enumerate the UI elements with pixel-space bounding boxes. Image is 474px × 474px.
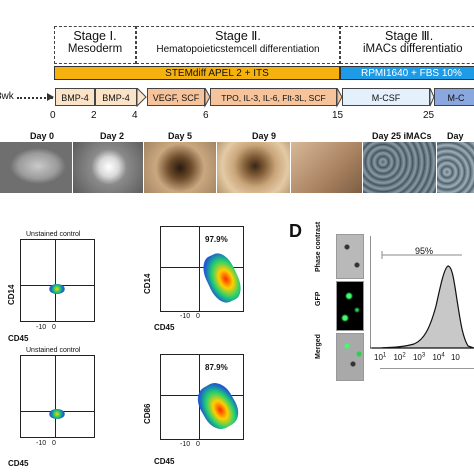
cytokine-label: M-C <box>447 93 465 103</box>
micro-merged <box>336 333 364 381</box>
plot3-quadrant-v <box>55 356 56 437</box>
tick-4: 4 <box>132 110 138 121</box>
media-bar-apel: STEMdiff APEL 2 + ITS <box>54 66 340 80</box>
cytokine-label: BMP-4 <box>102 93 130 103</box>
cytokine-label: VEGF, SCF <box>152 93 200 103</box>
micrograph-day0 <box>0 142 72 193</box>
hist-axis-ticks: 101 102 103 104 10 <box>374 352 474 362</box>
plot1-ylabel: CD14 <box>7 284 16 305</box>
cytokine-arrowheads <box>136 88 435 108</box>
day-label-2: Day 2 <box>100 131 125 141</box>
plot4-xlabel: CD45 <box>154 457 175 466</box>
plot2-xlabel: CD45 <box>154 323 175 332</box>
plot2-ylabel: CD14 <box>143 273 152 294</box>
day-label-5: Day 5 <box>168 131 193 141</box>
plot1-tick-zero: 0 <box>52 324 56 331</box>
plot3-cluster <box>49 409 65 419</box>
plot1-tick-neg: -10 <box>36 324 47 331</box>
micrograph-day25 <box>363 142 436 193</box>
day-label-25: Day 25 iMACs <box>372 131 432 141</box>
plot4-tick-zero: 0 <box>196 441 200 448</box>
stage-1-box: Stage Ⅰ. Mesoderm <box>54 26 136 64</box>
gfp-histogram <box>370 236 474 349</box>
micro-label-gfp: GFP <box>315 291 322 306</box>
plot3-title: Unstained control <box>26 347 81 354</box>
plot2-cluster <box>197 249 247 307</box>
plot2-percent: 97.9% <box>205 235 228 244</box>
micrograph-day5 <box>144 142 216 193</box>
media-label-rpmi: RPMI1640 + FBS 10% <box>361 68 462 79</box>
cytokine-label: TPO, IL-3, IL-6, Flt-3L, SCF <box>221 93 326 103</box>
stage-1-subtitle: Mesoderm <box>67 43 123 55</box>
stage-3-title: Stage Ⅲ. <box>385 29 434 43</box>
stage-2-title: Stage Ⅱ. <box>215 29 261 43</box>
hist-tick-3: 103 <box>412 352 426 362</box>
plot2-quadrant-v <box>199 227 200 311</box>
plot4-ylabel: CD86 <box>143 403 152 424</box>
dotted-lead-line <box>17 97 53 99</box>
start-label: 3wk <box>0 91 14 102</box>
tick-2: 2 <box>91 110 97 121</box>
micrograph-day15 <box>291 142 362 193</box>
hist-tick-5: 10 <box>450 352 460 362</box>
cytokine-label: BMP-4 <box>61 93 89 103</box>
cytokine-vegf-scf: VEGF, SCF <box>147 88 205 106</box>
plot1-cluster <box>49 284 65 294</box>
flow-plot-3 <box>20 355 95 438</box>
plot3-tick-neg: -10 <box>36 440 47 447</box>
media-bar-rpmi: RPMI1640 + FBS 10% <box>340 66 474 80</box>
media-label-apel: STEMdiff APEL 2 + ITS <box>165 68 269 79</box>
timeline-arrow-heads <box>47 93 54 101</box>
plot3-xlabel: CD45 <box>8 459 29 468</box>
plot2-quadrant-h <box>161 267 243 268</box>
panel-d-letter: D <box>289 221 302 241</box>
tick-15: 15 <box>332 110 344 121</box>
plot3-tick-zero: 0 <box>52 440 56 447</box>
plot1-title: Unstained control <box>26 231 81 238</box>
plot4-tick-neg: -10 <box>180 441 191 448</box>
day-label-0: Day 0 <box>30 131 55 141</box>
micro-gfp <box>336 281 364 331</box>
plot4-percent: 87.9% <box>205 363 228 372</box>
cytokine-bmp4-a: BMP-4 <box>55 88 95 106</box>
micrograph-day2 <box>73 142 143 193</box>
micrograph-day9 <box>217 142 290 193</box>
plot1-xlabel: CD45 <box>8 334 29 343</box>
plot2-tick-neg: -10 <box>180 313 191 320</box>
cytokine-bmp4-b: BMP-4 <box>95 88 137 106</box>
micro-phase-contrast <box>336 234 364 279</box>
hist-percent: 95% <box>415 246 434 256</box>
tick-0: 0 <box>50 110 56 121</box>
plot2-tick-zero: 0 <box>196 313 200 320</box>
hist-tick-4: 104 <box>432 352 445 362</box>
cytokine-label: M-CSF <box>371 93 401 103</box>
micro-label-merged: Merged <box>315 334 322 359</box>
plot1-quadrant-v <box>55 240 56 321</box>
hist-axis-rule <box>380 368 474 369</box>
day-label-9: Day 9 <box>252 131 277 141</box>
flow-plot-2: 97.9% <box>160 226 247 312</box>
stage-3-box: Stage Ⅲ. iMACs differentiatio <box>340 26 474 64</box>
flow-plot-1 <box>20 239 95 322</box>
stage-2-box: Stage Ⅱ. Hematopoieticstemcell different… <box>136 26 340 64</box>
stage-2-subtitle: Hematopoieticstemcell differentiation <box>156 44 320 55</box>
tick-25: 25 <box>423 110 435 121</box>
histogram-curve <box>371 265 474 349</box>
tick-6: 6 <box>203 110 209 121</box>
hist-tick-1: 101 <box>374 352 387 362</box>
micrograph-day60 <box>437 142 474 193</box>
micro-label-phase: Phase contrast <box>315 221 322 272</box>
flow-plot-4: 87.9% <box>160 354 245 440</box>
stage-1-title: Stage Ⅰ. <box>73 29 117 43</box>
stage-3-subtitle: iMACs differentiatio <box>363 43 463 55</box>
hist-tick-2: 102 <box>393 352 406 362</box>
